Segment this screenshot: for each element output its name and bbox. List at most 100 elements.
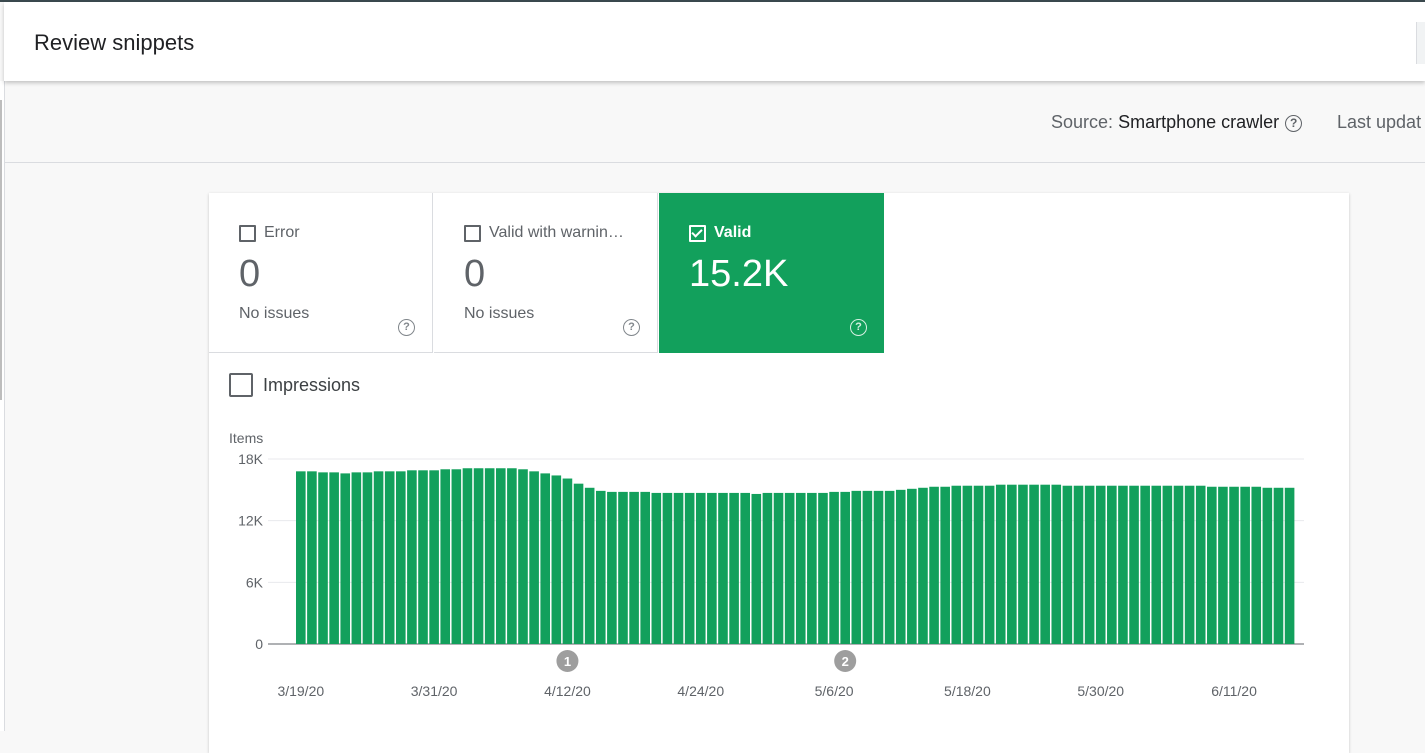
left-scroll-indicator[interactable] — [0, 100, 2, 400]
bar — [729, 492, 739, 644]
x-tick-label: 5/6/20 — [815, 683, 854, 699]
bar — [1251, 486, 1262, 644]
tile-label: Valid — [714, 224, 752, 241]
bar — [1073, 485, 1084, 644]
source-info: Source: Smartphone crawler? — [1051, 112, 1303, 133]
bar — [1184, 485, 1195, 644]
x-tick-label: 5/18/20 — [944, 683, 991, 699]
bar — [540, 473, 551, 644]
bar — [918, 487, 928, 644]
bar — [1195, 485, 1206, 644]
header-right-control[interactable] — [1416, 22, 1425, 64]
bar — [773, 492, 784, 644]
last-updated-label: Last updat — [1337, 112, 1422, 132]
bar — [340, 473, 351, 644]
bar — [673, 492, 684, 644]
y-axis-label: Items — [229, 430, 263, 446]
y-tick-label: 12K — [238, 513, 264, 529]
bar — [1029, 484, 1039, 644]
tile-value: 0 — [464, 253, 486, 295]
x-tick-label: 3/19/20 — [277, 683, 324, 699]
bar — [862, 490, 873, 644]
impressions-label: Impressions — [263, 374, 361, 395]
help-circle-icon[interactable]: ? — [850, 319, 867, 336]
bar — [962, 485, 973, 644]
annotation-label: 1 — [564, 654, 571, 669]
bar — [373, 471, 384, 644]
tile-subtext: No issues — [239, 305, 310, 322]
top-border — [0, 0, 1425, 2]
impressions-checkbox[interactable] — [229, 373, 253, 397]
bar — [951, 485, 962, 644]
bar — [484, 468, 495, 644]
bar — [573, 483, 584, 644]
bar — [807, 492, 817, 644]
error-checkbox[interactable] — [239, 225, 256, 242]
bar — [1240, 486, 1250, 644]
bar — [740, 492, 750, 644]
bar — [629, 491, 639, 644]
bar — [973, 485, 984, 644]
tile-valid[interactable]: Valid 15.2K ? — [659, 193, 884, 353]
page-header: Review snippets — [4, 2, 1425, 81]
bar — [1129, 485, 1139, 644]
bar — [1140, 485, 1150, 644]
bar — [1218, 486, 1228, 644]
valid-checkbox-checked[interactable] — [689, 225, 706, 242]
bar — [695, 492, 706, 644]
bar — [451, 469, 462, 644]
source-label: Source: — [1051, 112, 1114, 132]
bar — [684, 492, 695, 644]
annotation-marker — [834, 650, 857, 672]
bar — [1062, 485, 1073, 644]
y-tick-label: 0 — [255, 636, 263, 652]
bar — [607, 491, 617, 644]
bar — [907, 488, 917, 644]
bar — [895, 489, 906, 644]
bar — [640, 491, 651, 644]
bar — [873, 490, 884, 644]
bar — [1095, 485, 1106, 644]
bar — [529, 471, 539, 644]
bar — [562, 478, 573, 644]
bar — [840, 491, 850, 644]
help-circle-icon[interactable]: ? — [398, 319, 415, 336]
impressions-toggle[interactable]: Impressions — [229, 373, 360, 397]
bar — [384, 471, 395, 644]
bar — [473, 468, 484, 644]
tile-label: Valid with warnin… — [489, 224, 624, 241]
bar — [795, 492, 806, 644]
bar — [1207, 486, 1217, 644]
bar — [1273, 487, 1284, 644]
bar — [1040, 484, 1050, 644]
tile-error[interactable]: Error 0 No issues ? — [209, 193, 433, 353]
source-bar: Source: Smartphone crawler? Last updat — [4, 82, 1425, 163]
bar — [762, 492, 773, 644]
y-tick-label: 6K — [246, 574, 264, 590]
tile-valid-with-warnings[interactable]: Valid with warnin… 0 No issues ? — [434, 193, 658, 353]
bar — [1107, 485, 1117, 644]
bar — [318, 472, 328, 644]
tile-value: 15.2K — [689, 253, 789, 295]
bar — [1284, 487, 1295, 644]
bar — [351, 472, 362, 644]
bar — [1162, 485, 1173, 644]
help-circle-icon[interactable]: ? — [623, 319, 640, 336]
bar — [1007, 484, 1017, 644]
tile-label: Error — [264, 224, 300, 241]
warnings-checkbox[interactable] — [464, 225, 481, 242]
bar — [784, 492, 795, 644]
status-card: Error 0 No issues ? Valid with warnin… 0… — [209, 193, 1349, 753]
annotation-marker — [556, 650, 579, 672]
bar — [1173, 485, 1184, 644]
bar — [595, 490, 606, 644]
valid-items-chart: Items 0 6K 12K 18K 3/19/20 3/31/20 4/12/20 4/24/… — [229, 430, 1304, 699]
bar — [329, 472, 339, 644]
y-tick-label: 18K — [238, 451, 264, 467]
bar — [662, 492, 673, 644]
help-circle-icon[interactable]: ? — [1285, 115, 1303, 132]
bar — [1262, 487, 1273, 644]
tile-value: 0 — [239, 253, 261, 295]
bar — [818, 492, 828, 644]
bar — [362, 472, 373, 644]
